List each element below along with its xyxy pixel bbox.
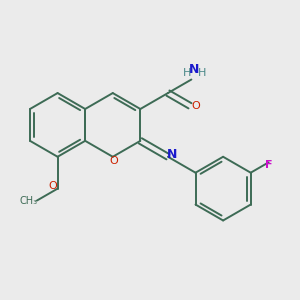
Text: H: H	[183, 68, 192, 77]
Text: N: N	[167, 148, 177, 161]
Text: O: O	[110, 155, 118, 166]
Text: H: H	[198, 68, 207, 77]
Text: O: O	[192, 101, 200, 111]
Text: F: F	[265, 160, 272, 170]
Text: N: N	[189, 63, 200, 76]
Text: O: O	[48, 181, 57, 190]
Text: CH₃: CH₃	[20, 196, 38, 206]
